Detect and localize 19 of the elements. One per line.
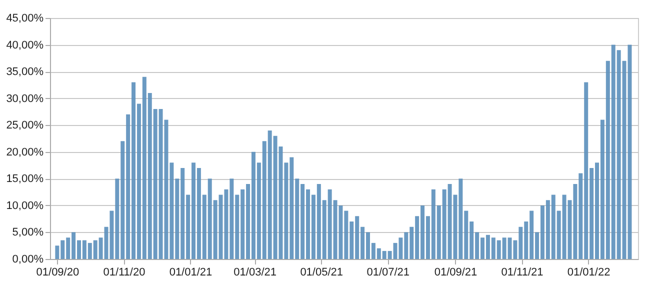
- x-tick-label: 01/09/20: [36, 266, 80, 278]
- y-tick-label: 5,00%: [12, 226, 44, 239]
- y-tick-label: 20,00%: [6, 146, 44, 158]
- x-tick-label: 01/09/21: [434, 266, 478, 278]
- y-tick-label: 10,00%: [6, 200, 44, 212]
- y-tick-label: 40,00%: [6, 39, 44, 52]
- x-tick-label: 01/11/21: [501, 266, 544, 278]
- x-tick-label: 01/11/20: [103, 266, 146, 278]
- x-tick-label: 01/03/21: [234, 266, 276, 278]
- x-tick-label: 01/01/21: [169, 266, 212, 278]
- y-tick-label: 30,00%: [6, 92, 44, 105]
- x-tick-label: 01/07/21: [366, 266, 410, 278]
- y-tick-label: 45,00%: [6, 12, 44, 24]
- y-tick-label: 15,00%: [6, 173, 44, 186]
- x-tick-label: 01/05/21: [300, 266, 344, 278]
- y-tick-label: 35,00%: [6, 66, 44, 78]
- y-tick-label: 25,00%: [6, 120, 44, 132]
- y-tick-label: 0,00%: [12, 254, 44, 266]
- x-tick-label: 01/01/22: [567, 266, 610, 278]
